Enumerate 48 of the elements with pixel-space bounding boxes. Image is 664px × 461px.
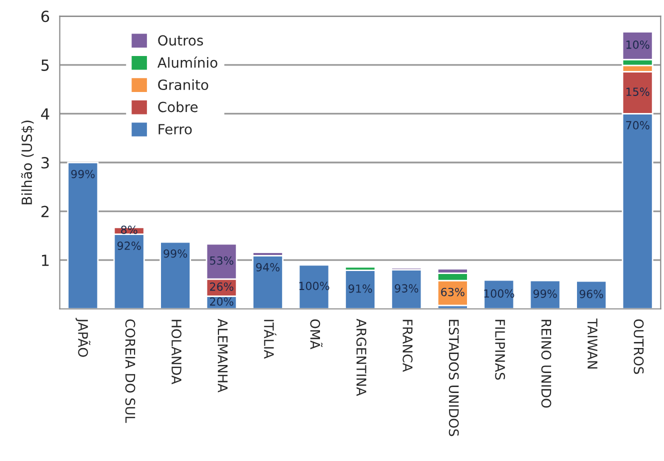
bar bbox=[67, 162, 99, 309]
annotation: 20% bbox=[210, 297, 234, 306]
bar bbox=[344, 270, 376, 309]
annotation: 99% bbox=[533, 290, 557, 298]
bar bbox=[252, 254, 284, 309]
x-tick-label: ESTADOS UNIDOS bbox=[448, 320, 459, 436]
x-tick-label: OMÃ bbox=[310, 319, 322, 350]
y-tick-label: 6 bbox=[41, 10, 50, 22]
y-tick-label: 5 bbox=[41, 60, 49, 71]
y-tick-label: 4 bbox=[41, 108, 50, 120]
annotation: 10% bbox=[626, 40, 650, 49]
bar bbox=[390, 269, 422, 309]
legend-label: Outros bbox=[158, 35, 203, 46]
annotation: 92% bbox=[117, 242, 141, 250]
annotation: 63% bbox=[441, 288, 464, 296]
legend-label: Granito bbox=[158, 79, 208, 90]
annotation: 99% bbox=[164, 249, 188, 258]
y-tick-label: 2 bbox=[41, 206, 49, 218]
legend-label: Alumínio bbox=[157, 56, 218, 68]
x-tick-label: ITÁLIA bbox=[264, 320, 276, 359]
x-tick-label: FILIPINAS bbox=[495, 320, 506, 380]
y-tick-label: 1 bbox=[42, 254, 49, 266]
bar bbox=[576, 280, 608, 309]
legend-label: Ferro bbox=[158, 124, 192, 134]
x-tick-label: ALEMANHA bbox=[218, 318, 228, 392]
x-tick-label: OUTROS bbox=[634, 319, 644, 374]
annotation: 99% bbox=[71, 170, 95, 178]
x-tick-label: REINO UNIDO bbox=[541, 320, 552, 408]
x-tick-label: FRANCA bbox=[402, 320, 413, 372]
annotation: 70% bbox=[626, 121, 650, 130]
legend-label: Cobre bbox=[158, 101, 198, 112]
bar bbox=[160, 241, 192, 309]
annotation: 26% bbox=[210, 282, 234, 291]
annotation: 8% bbox=[121, 226, 138, 234]
annotation: 93% bbox=[394, 284, 418, 293]
annotation: 53% bbox=[210, 256, 234, 265]
x-tick-label: TAIWAN bbox=[588, 318, 598, 368]
annotation: 91% bbox=[348, 284, 372, 293]
annotation: 15% bbox=[626, 88, 650, 96]
bar bbox=[529, 280, 561, 309]
x-tick-label: COREIA DO SUL bbox=[125, 319, 136, 423]
y-tick-label: 3 bbox=[41, 156, 49, 169]
x-tick-label: ARGENTINA bbox=[356, 318, 366, 396]
annotation: 94% bbox=[256, 263, 280, 272]
x-tick-label: HOLANDA bbox=[171, 320, 182, 384]
y-axis-title: Bilhão (US$) bbox=[21, 120, 34, 204]
annotation: 96% bbox=[580, 290, 604, 298]
x-tick-label: JAPÃO bbox=[76, 318, 90, 357]
